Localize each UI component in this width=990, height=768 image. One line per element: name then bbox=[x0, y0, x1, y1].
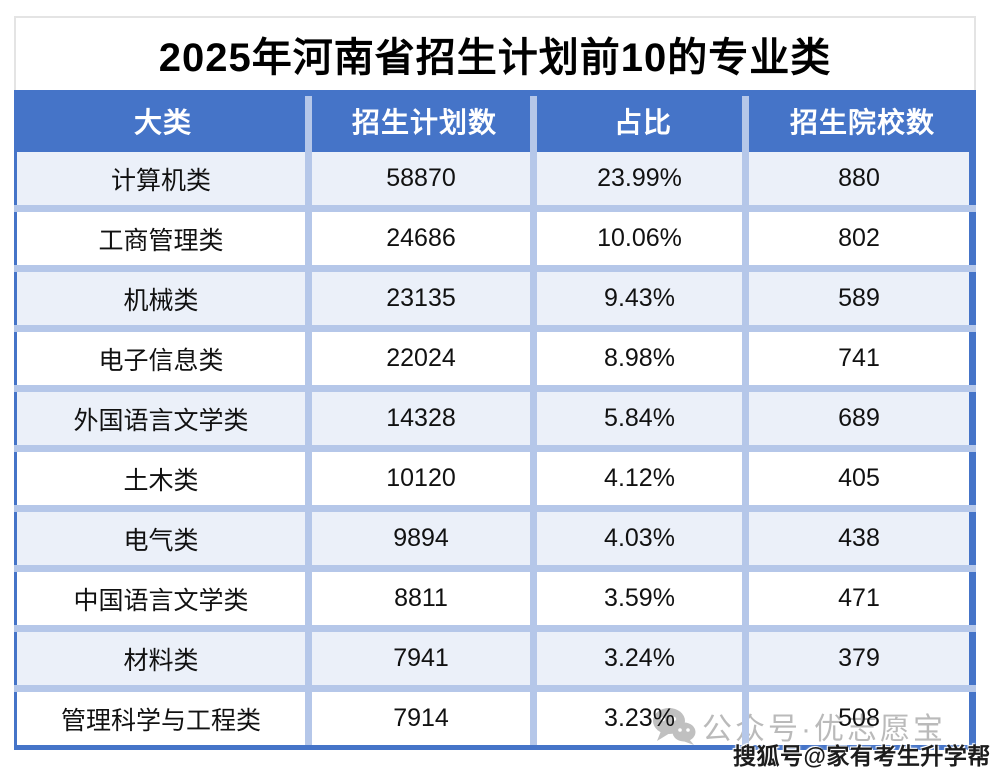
cell-school-count: 880 bbox=[838, 164, 880, 192]
cell-share: 5.84% bbox=[537, 392, 749, 445]
row-separator bbox=[14, 565, 976, 572]
cell-plan-count: 7914 bbox=[312, 692, 537, 745]
row-separator bbox=[14, 685, 976, 692]
table-row: 中国语言文学类 8811 3.59% 471 bbox=[14, 572, 976, 625]
row-separator bbox=[14, 625, 976, 632]
cell-share: 3.24% bbox=[537, 632, 749, 685]
wechat-bubbles-icon bbox=[653, 708, 696, 745]
cell-category: 土木类 bbox=[17, 452, 312, 505]
table-row: 外国语言文学类 14328 5.84% 689 bbox=[14, 392, 976, 445]
cell-share: 4.12% bbox=[537, 452, 749, 505]
cell-share: 10.06% bbox=[537, 212, 749, 265]
cell-category: 管理科学与工程类 bbox=[17, 692, 312, 745]
row-separator bbox=[14, 445, 976, 452]
cell-category: 外国语言文学类 bbox=[17, 392, 312, 445]
cell-share: 9.43% bbox=[537, 272, 749, 325]
column-header-school-count: 招生院校数 bbox=[789, 107, 935, 138]
table-row: 材料类 7941 3.24% 379 bbox=[14, 632, 976, 685]
table-row: 工商管理类 24686 10.06% 802 bbox=[14, 212, 976, 265]
cell-share: 3.23% bbox=[537, 692, 749, 745]
row-separator bbox=[14, 205, 976, 212]
cell-school-count: 802 bbox=[838, 224, 880, 252]
cell-plan-count: 23135 bbox=[312, 272, 537, 325]
table-row: 管理科学与工程类 7914 3.23% 508 bbox=[14, 692, 976, 745]
table-header-row: 大类 招生计划数 占比 招生院校数 bbox=[14, 90, 976, 152]
cell-school-count: 438 bbox=[838, 524, 880, 552]
cell-plan-count: 8811 bbox=[312, 572, 537, 625]
cell-category: 电气类 bbox=[17, 512, 312, 565]
cell-plan-count: 14328 bbox=[312, 392, 537, 445]
cell-category: 计算机类 bbox=[17, 152, 312, 205]
column-header-share: 占比 bbox=[537, 90, 749, 152]
cell-share: 4.03% bbox=[537, 512, 749, 565]
watermark-souhu-label: 搜狐号@家有考生升学帮 bbox=[733, 743, 990, 768]
table-row: 电气类 9894 4.03% 438 bbox=[14, 512, 976, 565]
cell-school-count: 689 bbox=[838, 404, 880, 432]
cell-plan-count: 10120 bbox=[312, 452, 537, 505]
page-title: 2025年河南省招生计划前10的专业类 bbox=[14, 16, 976, 90]
cell-school-count: 589 bbox=[838, 284, 880, 312]
table-card: 2025年河南省招生计划前10的专业类 大类 招生计划数 占比 招生院校数 计算… bbox=[14, 16, 976, 750]
row-separator bbox=[14, 325, 976, 332]
cell-share: 3.59% bbox=[537, 572, 749, 625]
cell-share: 23.99% bbox=[537, 152, 749, 205]
cell-plan-count: 9894 bbox=[312, 512, 537, 565]
table-row: 计算机类 58870 23.99% 880 bbox=[14, 152, 976, 205]
cell-school-count: 508 bbox=[838, 704, 880, 732]
column-header-category: 大类 bbox=[14, 90, 312, 152]
table-row: 机械类 23135 9.43% 589 bbox=[14, 272, 976, 325]
cell-plan-count: 22024 bbox=[312, 332, 537, 385]
cell-plan-count: 24686 bbox=[312, 212, 537, 265]
column-header-plan-count: 招生计划数 bbox=[312, 90, 537, 152]
cell-plan-count: 58870 bbox=[312, 152, 537, 205]
row-separator bbox=[14, 385, 976, 392]
cell-school-count: 471 bbox=[838, 584, 880, 612]
cell-plan-count: 7941 bbox=[312, 632, 537, 685]
table-body: 计算机类 58870 23.99% 880 工商管理类 24686 10.06%… bbox=[14, 152, 976, 750]
table-row: 电子信息类 22024 8.98% 741 bbox=[14, 332, 976, 385]
cell-school-count: 405 bbox=[838, 464, 880, 492]
cell-category: 中国语言文学类 bbox=[17, 572, 312, 625]
cell-category: 材料类 bbox=[17, 632, 312, 685]
cell-school-count: 379 bbox=[838, 644, 880, 672]
cell-category: 工商管理类 bbox=[17, 212, 312, 265]
cell-category: 机械类 bbox=[17, 272, 312, 325]
row-separator bbox=[14, 265, 976, 272]
cell-category: 电子信息类 bbox=[17, 332, 312, 385]
table-row: 土木类 10120 4.12% 405 bbox=[14, 452, 976, 505]
cell-school-count: 741 bbox=[838, 344, 880, 372]
cell-share: 8.98% bbox=[537, 332, 749, 385]
row-separator bbox=[14, 505, 976, 512]
